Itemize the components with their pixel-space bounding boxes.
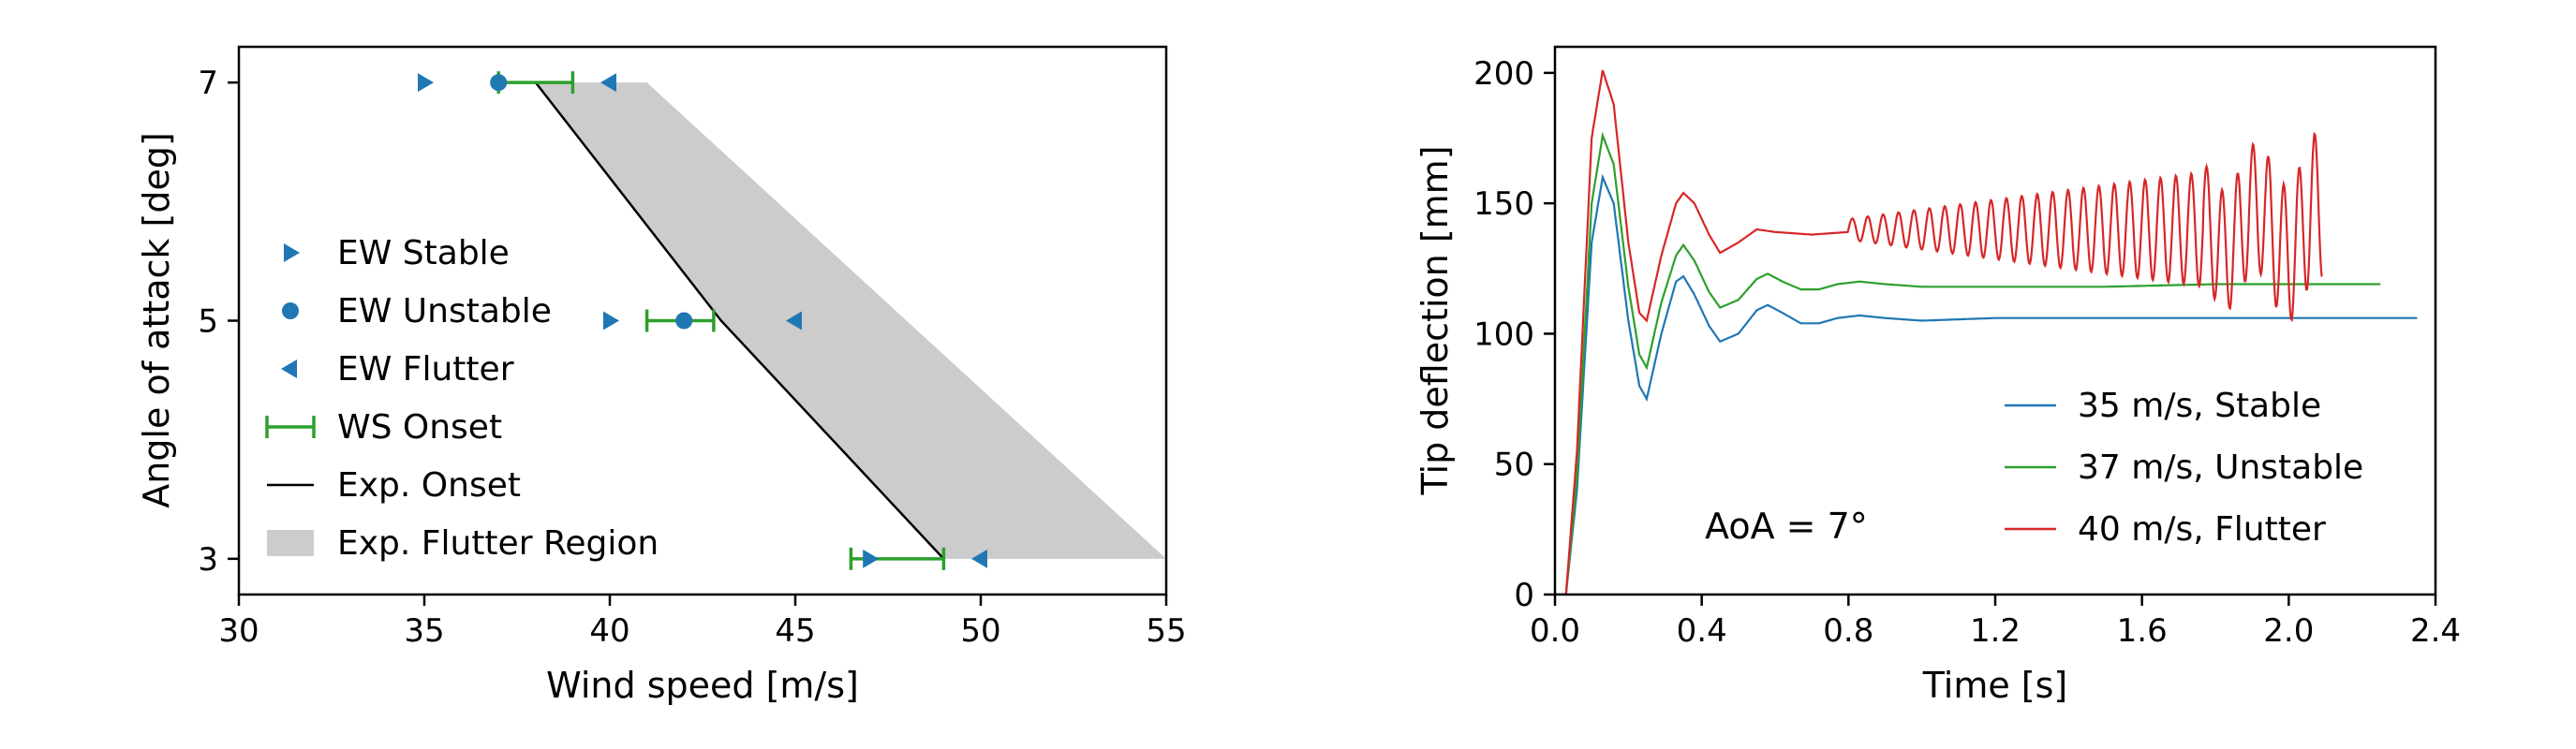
right-y-tick-label: 50 [1494,447,1534,484]
ew-stable-marker [418,73,434,93]
right-y-tick-label: 200 [1473,55,1534,93]
left-legend-item: EW Unstable [282,292,552,330]
right-legend-item: 37 m/s, Unstable [2005,448,2363,487]
ew-flutter-marker [600,73,616,93]
right-legend-label: 40 m/s, Flutter [2078,510,2326,549]
left-legend-item: EW Stable [284,234,510,272]
left-x-tick-label: 35 [404,612,444,650]
legend-ew-flutter-marker [281,360,297,378]
right-y-tick-label: 150 [1473,185,1534,223]
left-x-tick-label: 30 [218,612,259,650]
left-x-axis-label: Wind speed [m/s] [546,665,859,706]
exp-onset-line [534,81,945,560]
left-legend-item: Exp. Onset [267,466,521,505]
left-legend-label: Exp. Flutter Region [337,524,659,563]
right-chart: 0.0 0.4 0.8 1.2 1.6 2.0 2.4 0 50 100 150 200 Time … [1414,45,2461,706]
right-x-axis-label: Time [s] [1922,665,2068,706]
right-legend: 35 m/s, Stable 37 m/s, Unstable 40 m/s, Fl… [2005,387,2363,549]
left-legend-label: WS Onset [337,408,502,447]
right-legend-label: 37 m/s, Unstable [2078,448,2363,487]
left-y-tick-label: 3 [198,541,218,579]
left-x-tick-label: 40 [589,612,629,650]
ew-unstable-marker [490,74,508,92]
left-y-axis-label: Angle of attack [deg] [136,132,177,508]
right-x-tick-label: 0.4 [1677,612,1727,650]
left-legend-label: Exp. Onset [337,466,521,505]
right-legend-label: 35 m/s, Stable [2078,387,2321,425]
left-x-tick-label: 55 [1146,612,1186,650]
left-chart: 30 35 40 45 50 55 357 Wind speed [m/s] Angle … [136,45,1187,706]
right-y-axis-label: Tip deflection [mm] [1414,145,1456,495]
ew-unstable-marker [675,312,693,330]
ew-stable-marker [863,549,880,568]
right-legend-item: 35 m/s, Stable [2005,387,2321,425]
right-x-tick-label: 0.8 [1823,612,1873,650]
right-x-tick-label: 2.0 [2263,612,2314,650]
left-y-tick-label: 5 [198,303,218,341]
left-legend-label: EW Stable [337,234,510,272]
left-x-tick-label: 45 [775,612,815,650]
left-legend-item: EW Flutter [281,350,514,389]
left-legend: EW Stable EW Unstable EW Flutter WS Onset Ex… [265,234,659,563]
left-legend-label: EW Unstable [337,292,552,330]
left-legend-item: WS Onset [265,408,502,447]
right-x-tick-label: 1.6 [2117,612,2168,650]
left-x-tick-label: 50 [960,612,1000,650]
legend-ew-unstable-marker [282,302,299,319]
right-legend-item: 40 m/s, Flutter [2005,510,2326,549]
series-line-2 [1555,131,2381,595]
series-line-3 [1555,69,2323,595]
left-y-tick-label: 7 [198,65,218,102]
ew-stable-marker [603,311,619,330]
left-legend-item: Exp. Flutter Region [267,524,659,563]
legend-ew-stable-marker [284,243,300,262]
right-y-tick-label: 0 [1514,577,1534,614]
right-x-tick-label: 0.0 [1530,612,1580,650]
right-x-tick-label: 1.2 [1970,612,2021,650]
ew-flutter-marker [971,549,987,568]
exp-flutter-region [535,82,1166,559]
series-line-1 [1555,173,2418,595]
right-x-tick-label: 2.4 [2410,612,2461,650]
left-legend-label: EW Flutter [337,350,514,389]
right-y-tick-label: 100 [1473,316,1534,353]
aoa-annotation: AoA = 7° [1705,506,1868,547]
ew-flutter-marker [786,311,802,330]
